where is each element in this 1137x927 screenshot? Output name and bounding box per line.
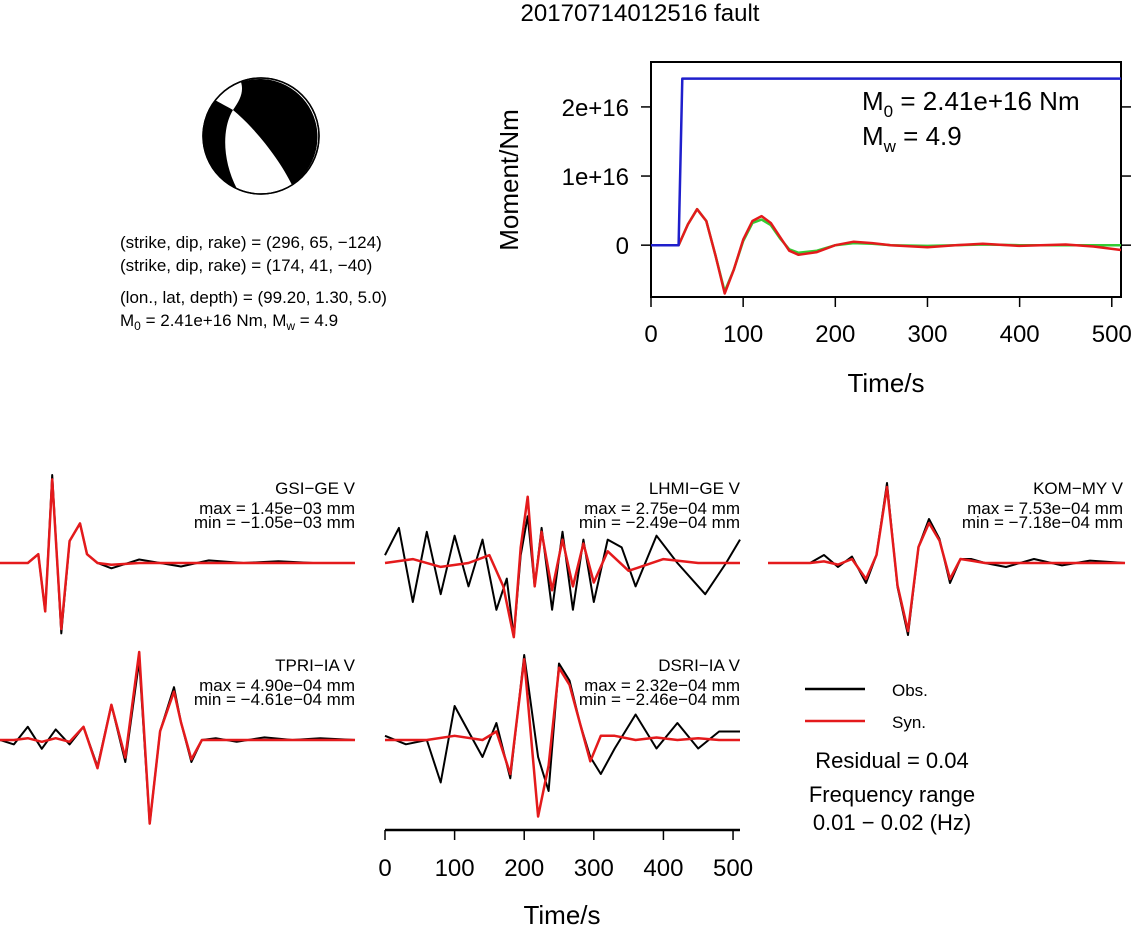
stf-mw-annotation: Mw = 4.9 (862, 121, 962, 156)
stf-x-tick-label: 200 (815, 321, 855, 348)
residual-label: Residual = 0.04 (815, 748, 969, 773)
stf-frame (650, 61, 1122, 298)
stf-series (651, 77, 1122, 295)
waveform-x-tick-label: 500 (713, 855, 753, 882)
station-name: LHMI−GE V (649, 479, 741, 498)
station-min-amplitude: min = −7.18e−04 mm (962, 513, 1123, 532)
stf-axes: 0 100 200 300 400 500 0 1e+16 2e+16 (562, 95, 1132, 348)
synthetic-waveform (385, 658, 740, 818)
station-min-amplitude: min = −2.49e−04 mm (579, 513, 740, 532)
observed-waveform (384, 515, 741, 639)
lon-lat-depth: (lon., lat, depth) = (99.20, 1.30, 5.0) (120, 288, 387, 307)
stf-y-axis-label: Moment/Nm (494, 109, 524, 251)
station-max-amplitude: max = 1.45e−03 mm (199, 499, 355, 518)
waveform-x-tick-label: 300 (574, 855, 614, 882)
stf-m0-annotation: M0 = 2.41e+16 Nm (862, 86, 1080, 121)
stf-chart: 0 100 200 300 400 500 0 1e+16 2e+16 Moment/Nm Ti… (494, 61, 1132, 398)
legend-obs-label: Obs. (892, 681, 928, 700)
synthetic-waveform (768, 485, 1125, 633)
mechanism-info: (strike, dip, rake) = (296, 65, −124) (s… (120, 233, 387, 333)
legend-syn-label: Syn. (892, 713, 926, 732)
synthetic-waveform (384, 495, 740, 639)
station-max-amplitude: max = 2.32e−04 mm (584, 676, 740, 695)
waveform-x-axis: 0 100 200 300 400 500 (378, 828, 753, 882)
frequency-range-title: Frequency range (809, 782, 975, 807)
waveform-x-tick-label: 100 (435, 855, 475, 882)
station-name: KOM−MY V (1033, 479, 1124, 498)
frequency-range-value: 0.01 − 0.02 (Hz) (813, 810, 971, 835)
strike-dip-rake-1: (strike, dip, rake) = (296, 65, −124) (120, 233, 382, 252)
station-min-amplitude: min = −1.05e−03 mm (194, 513, 355, 532)
stf-y-tick-label: 0 (616, 233, 629, 260)
station-min-amplitude: min = −4.61e−04 mm (194, 690, 355, 709)
waveform-x-tick-label: 400 (643, 855, 683, 882)
stf-x-tick-label: 100 (723, 321, 763, 348)
stf-y-tick-label: 1e+16 (562, 164, 629, 191)
stf-moment-rate-obs-line (651, 207, 1122, 295)
station-max-amplitude: max = 2.75e−04 mm (584, 499, 740, 518)
station-name: DSRI−IA V (658, 656, 740, 675)
station-name: TPRI−IA V (275, 656, 355, 675)
stf-y-tick-label: 2e+16 (562, 95, 629, 122)
stf-x-axis-label: Time/s (847, 368, 924, 398)
station-max-amplitude: max = 7.53e−04 mm (967, 499, 1123, 518)
waveform-x-axis-label: Time/s (523, 900, 600, 927)
stf-x-tick-label: 0 (644, 321, 657, 348)
moment-magnitude-line: M0 = 2.41e+16 Nm, Mw = 4.9 (120, 311, 338, 333)
station-max-amplitude: max = 4.90e−04 mm (199, 676, 355, 695)
stf-x-tick-label: 500 (1092, 321, 1132, 348)
figure-title: 20170714012516 fault (521, 0, 760, 27)
stf-x-tick-label: 400 (1000, 321, 1040, 348)
synthetic-waveform (0, 650, 355, 825)
waveform-x-tick-label: 0 (378, 855, 391, 882)
waveform-x-tick-label: 200 (504, 855, 544, 882)
stf-cumulative-moment-line (651, 77, 1121, 247)
stf-x-tick-label: 300 (907, 321, 947, 348)
station-min-amplitude: min = −2.46e−04 mm (579, 690, 740, 709)
station-name: GSI−GE V (275, 479, 355, 498)
focal-mechanism-beachball (202, 77, 320, 195)
synthetic-waveform (0, 478, 355, 631)
legend: Obs. Syn. Residual = 0.04 Frequency rang… (805, 681, 975, 835)
strike-dip-rake-2: (strike, dip, rake) = (174, 41, −40) (120, 256, 372, 275)
